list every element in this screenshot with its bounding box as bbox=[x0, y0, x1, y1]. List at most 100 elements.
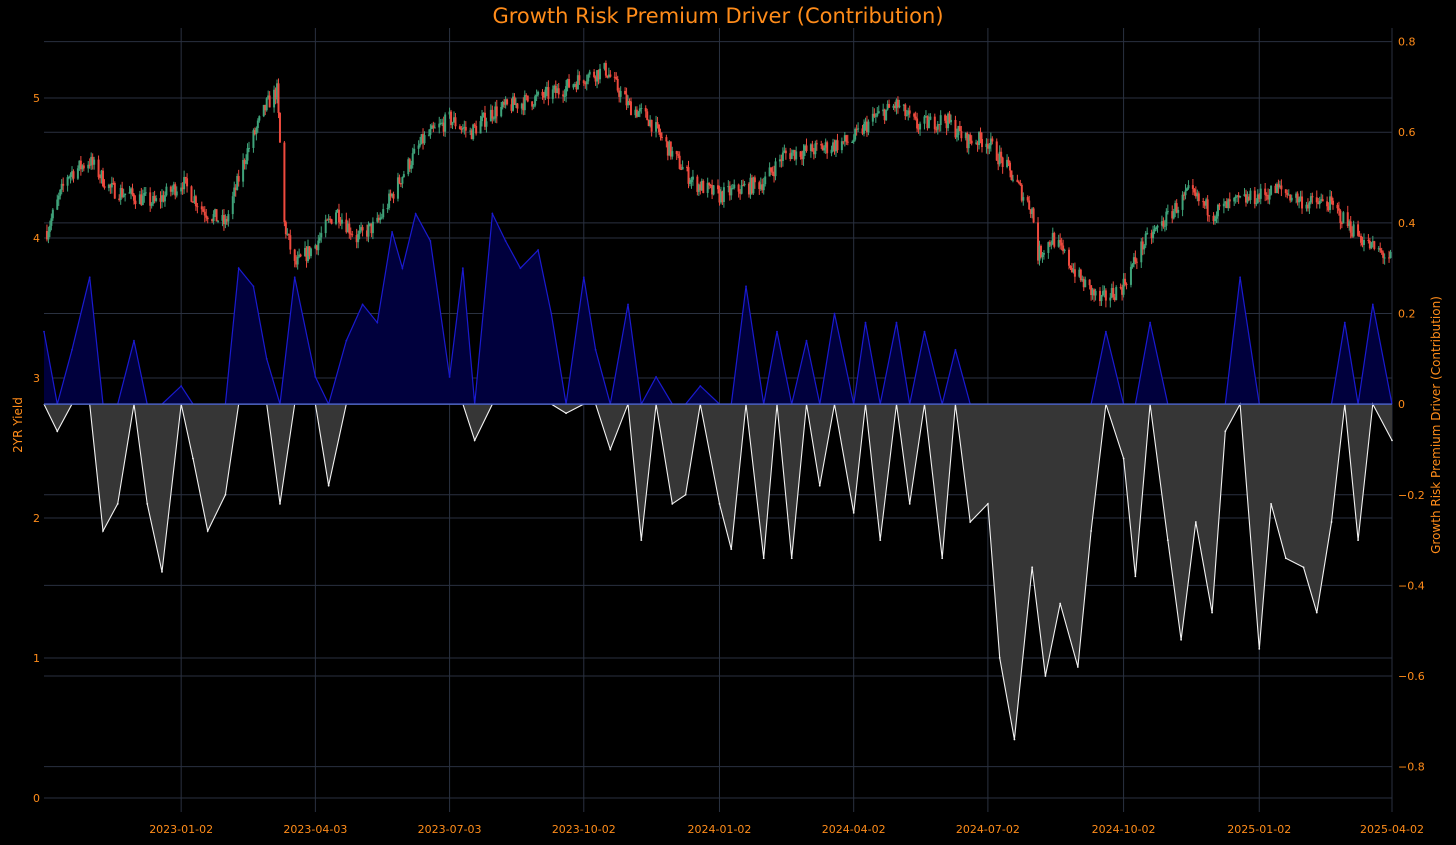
candle-body bbox=[885, 109, 888, 121]
candle-body bbox=[1205, 199, 1208, 206]
candle-body bbox=[1346, 212, 1349, 227]
candle-body bbox=[318, 237, 321, 241]
candle-body bbox=[1155, 227, 1158, 230]
candle-body bbox=[958, 126, 961, 132]
candle-body bbox=[299, 254, 302, 257]
candle-body bbox=[110, 182, 113, 188]
candle-body bbox=[1330, 196, 1333, 201]
contribution-point bbox=[88, 276, 91, 279]
candle-body bbox=[1011, 179, 1014, 181]
candle-body bbox=[211, 219, 214, 222]
candle-body bbox=[1290, 197, 1293, 201]
contribution-point bbox=[762, 557, 765, 560]
candle-body bbox=[371, 221, 374, 234]
candle-body bbox=[1042, 252, 1045, 255]
candle-body bbox=[1371, 241, 1374, 243]
contribution-point bbox=[1090, 530, 1093, 532]
candle-body bbox=[562, 94, 565, 97]
candle-body bbox=[233, 187, 236, 197]
candle-body bbox=[1246, 196, 1249, 203]
contribution-point bbox=[345, 339, 348, 342]
candle-body bbox=[245, 160, 248, 164]
contribution-point bbox=[1224, 430, 1227, 433]
candle-body bbox=[606, 75, 609, 78]
candle-body bbox=[1144, 233, 1147, 246]
candle-body bbox=[1268, 194, 1271, 200]
candle-body bbox=[380, 217, 383, 219]
candle-body bbox=[165, 186, 168, 196]
candle-body bbox=[1326, 201, 1329, 207]
candle-body bbox=[1037, 222, 1040, 261]
candle-body bbox=[637, 111, 640, 117]
candle-body bbox=[1349, 221, 1352, 233]
candle-body bbox=[1340, 223, 1343, 225]
candle-body bbox=[544, 89, 547, 98]
candle-body bbox=[1239, 196, 1242, 198]
candle-body bbox=[936, 124, 939, 130]
candle-body bbox=[768, 167, 771, 177]
candle-body bbox=[596, 70, 599, 82]
candle-body bbox=[1140, 241, 1143, 263]
candle-body bbox=[541, 91, 544, 96]
contribution-point bbox=[1270, 502, 1272, 505]
candle-body bbox=[675, 151, 678, 155]
candle-body bbox=[578, 75, 581, 81]
candle-body bbox=[68, 176, 71, 178]
contribution-point bbox=[361, 303, 364, 306]
candle-body bbox=[1367, 239, 1370, 242]
contribution-point bbox=[776, 330, 778, 333]
candle-body bbox=[619, 90, 622, 97]
contribution-point bbox=[627, 303, 629, 306]
candle-body bbox=[666, 141, 669, 156]
candle-body bbox=[82, 165, 85, 169]
candle-body bbox=[88, 164, 91, 166]
candle-body bbox=[893, 105, 896, 109]
candle-body bbox=[367, 224, 370, 237]
candle-body bbox=[1038, 245, 1041, 261]
candle-body bbox=[1287, 194, 1290, 196]
contribution-point bbox=[998, 657, 1001, 659]
candle-body bbox=[824, 142, 827, 148]
candle-body bbox=[721, 191, 724, 202]
candle-body bbox=[453, 117, 456, 123]
candle-body bbox=[886, 104, 889, 110]
candle-body bbox=[830, 149, 833, 154]
candle-body bbox=[1339, 210, 1342, 224]
candle-body bbox=[908, 110, 911, 114]
candle-body bbox=[904, 104, 907, 116]
candle-body bbox=[79, 160, 82, 170]
candle-body bbox=[660, 136, 663, 138]
candle-body bbox=[1134, 257, 1137, 262]
candle-body bbox=[719, 191, 722, 203]
candle-body bbox=[286, 233, 289, 235]
candle-body bbox=[933, 116, 936, 130]
candle-body bbox=[1351, 232, 1354, 237]
contribution-point bbox=[401, 267, 404, 270]
candle-body bbox=[1053, 233, 1056, 247]
candle-body bbox=[1256, 194, 1259, 204]
candle-body bbox=[758, 182, 761, 190]
contribution-point bbox=[640, 539, 643, 541]
candle-body bbox=[678, 155, 681, 169]
candle-body bbox=[557, 88, 560, 95]
candle-body bbox=[1194, 192, 1197, 197]
candle-body bbox=[439, 122, 442, 124]
candle-body bbox=[1289, 194, 1292, 201]
candle-body bbox=[582, 80, 585, 84]
candle-body bbox=[1295, 193, 1298, 198]
candle-body bbox=[944, 115, 947, 121]
candle-body bbox=[995, 141, 998, 161]
candle-body bbox=[635, 109, 638, 117]
candle-body bbox=[1022, 197, 1025, 201]
candle-body bbox=[212, 214, 215, 222]
candle-body bbox=[475, 126, 478, 134]
candle-body bbox=[1222, 203, 1225, 207]
candle-body bbox=[1006, 159, 1009, 167]
candle-body bbox=[107, 184, 110, 189]
candle-body bbox=[913, 113, 916, 117]
candle-body bbox=[770, 167, 773, 172]
candle-body bbox=[781, 152, 784, 162]
candle-body bbox=[1072, 269, 1075, 273]
candle-body bbox=[537, 91, 540, 95]
